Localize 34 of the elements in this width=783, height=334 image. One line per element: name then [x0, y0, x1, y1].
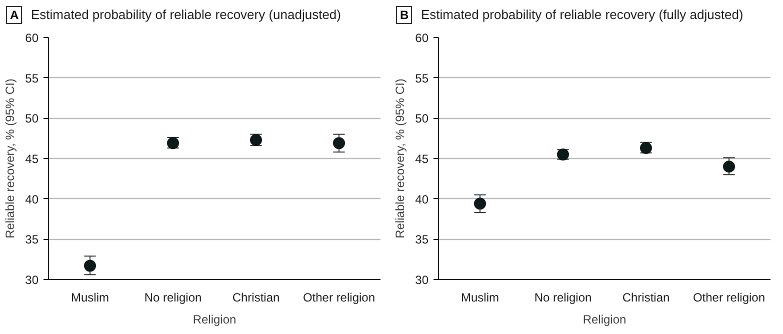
x-tick-label: Muslim [71, 290, 110, 304]
x-tick-label: Christian [232, 290, 280, 304]
x-tick-label: No religion [534, 290, 592, 304]
text: B [400, 7, 409, 23]
y-tick-label: 45 [25, 152, 39, 166]
x-tick-label: Other religion [692, 290, 766, 304]
x-axis-title: Religion [582, 312, 626, 326]
y-tick-label: 50 [415, 112, 429, 126]
y-tick-label: 40 [415, 192, 429, 206]
x-tick-label: Christian [622, 290, 670, 304]
y-tick-label: 50 [25, 112, 39, 126]
point [333, 137, 345, 150]
chart-title: Estimated probability of reliable recovery (fully adjusted) [421, 6, 744, 24]
y-axis-title: Reliable recovery, % (95% CI) [393, 78, 408, 238]
y-tick-label: 60 [25, 31, 39, 45]
point [723, 160, 735, 173]
y-tick-label: 60 [415, 31, 429, 45]
y-tick-label: 35 [415, 232, 429, 247]
x-axis-title: Religion [192, 312, 236, 326]
point [84, 260, 96, 272]
point [474, 198, 486, 210]
y-tick-label: 40 [25, 192, 39, 206]
text: A [10, 7, 19, 23]
chart-title: Estimated probability of reliable recovery (unadjusted) [31, 6, 341, 24]
x-tick-label: Other religion [302, 290, 376, 304]
y-tick-label: 55 [25, 71, 39, 86]
y-tick-label: 35 [25, 232, 39, 247]
y-tick-label: 30 [415, 273, 429, 287]
y-tick-label: 45 [415, 152, 429, 166]
y-axis-title: Reliable recovery, % (95% CI) [3, 78, 18, 238]
x-tick-label: Muslim [461, 290, 500, 304]
y-tick-label: 30 [25, 273, 39, 287]
y-tick-label: 55 [415, 71, 429, 86]
x-tick-label: No religion [144, 290, 202, 304]
